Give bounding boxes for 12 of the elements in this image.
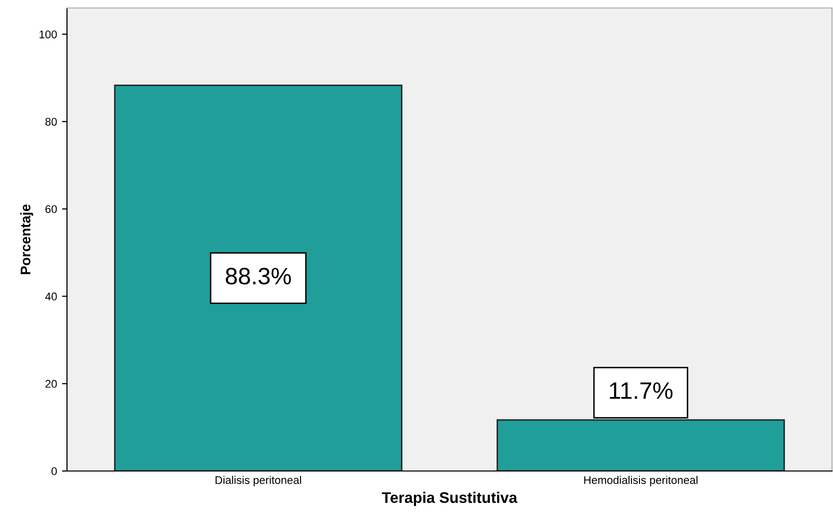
data-label: 11.7% (610, 382, 673, 399)
x-tick-label: Dialisis peritoneal (216, 476, 302, 486)
x-tick-label: Hemodialisis peritoneal (584, 476, 698, 486)
y-tick-label: 80 (45, 118, 57, 126)
data-label: 88.3% (226, 268, 291, 284)
x-axis-title: Terapia Sustitutiva (382, 492, 518, 506)
y-tick-label: 40 (45, 292, 57, 300)
y-tick-label: 60 (45, 205, 57, 214)
y-tick-label: 100 (40, 30, 57, 38)
y-tick-label: 20 (45, 380, 57, 388)
y-tick-label: 0 (52, 467, 57, 476)
y-axis-title: Porcentaje (20, 204, 34, 274)
